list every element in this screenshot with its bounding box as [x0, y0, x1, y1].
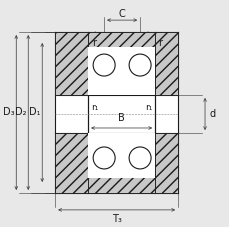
- Bar: [55, 32, 88, 95]
- Text: r₁: r₁: [144, 103, 151, 112]
- Text: T₃: T₃: [111, 214, 121, 224]
- Circle shape: [128, 147, 150, 169]
- Text: d: d: [208, 109, 214, 119]
- Text: D₂: D₂: [15, 107, 26, 117]
- Bar: [88, 32, 154, 50]
- Bar: [55, 32, 177, 193]
- Text: r: r: [157, 38, 161, 48]
- Bar: [88, 95, 154, 133]
- Bar: [88, 133, 154, 178]
- Text: B: B: [118, 113, 124, 123]
- Text: r₁: r₁: [91, 103, 98, 112]
- Bar: [88, 47, 154, 95]
- Bar: [88, 175, 154, 193]
- Circle shape: [128, 54, 150, 76]
- Text: C: C: [118, 9, 125, 19]
- Text: D₃: D₃: [3, 107, 14, 117]
- Text: D₁: D₁: [29, 107, 40, 117]
- Text: r: r: [92, 38, 96, 48]
- Bar: [154, 133, 177, 193]
- Bar: [154, 32, 177, 95]
- Circle shape: [93, 147, 115, 169]
- Bar: [55, 133, 88, 193]
- Circle shape: [93, 54, 115, 76]
